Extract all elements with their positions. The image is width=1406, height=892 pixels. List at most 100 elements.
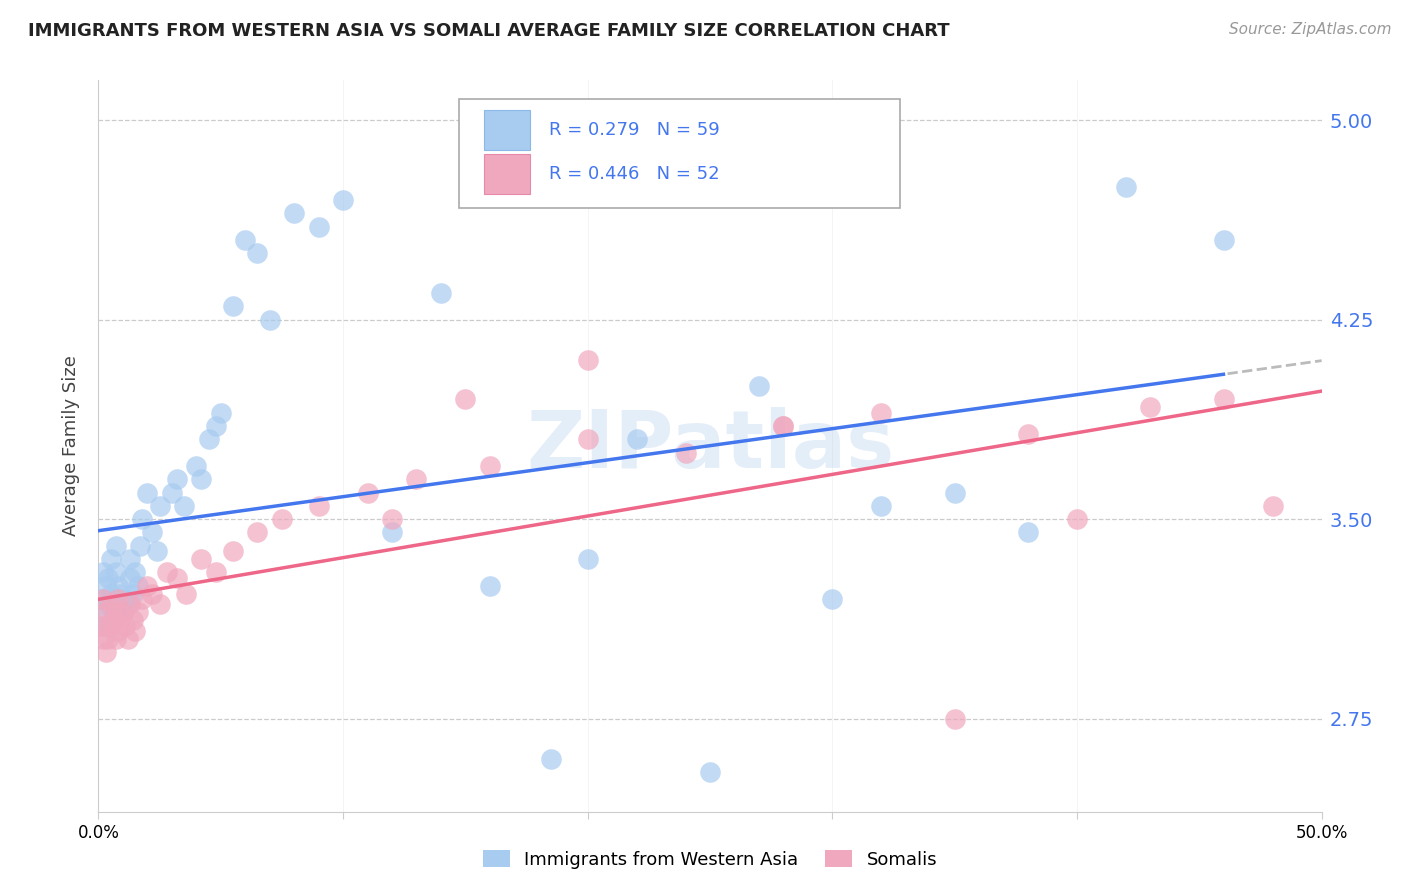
Point — [356, 485, 378, 500]
Point — [478, 458, 501, 473]
Point — [675, 445, 697, 459]
Point — [91, 605, 114, 619]
Point — [120, 571, 142, 585]
Point — [166, 472, 188, 486]
Point — [772, 419, 794, 434]
Point — [222, 299, 245, 313]
Point — [176, 586, 198, 600]
Point — [430, 286, 453, 301]
Point — [117, 597, 139, 611]
Point — [94, 579, 117, 593]
Point — [626, 433, 648, 447]
Point — [97, 597, 120, 611]
Point — [1115, 179, 1137, 194]
Point — [114, 618, 136, 632]
Point — [121, 613, 143, 627]
Point — [699, 764, 721, 779]
Point — [186, 458, 208, 473]
Point — [205, 566, 228, 580]
Point — [146, 544, 169, 558]
Point — [1017, 525, 1039, 540]
Point — [270, 512, 294, 526]
Point — [149, 499, 172, 513]
Point — [111, 605, 134, 619]
Point — [381, 525, 404, 540]
Point — [222, 544, 245, 558]
Point — [90, 618, 112, 632]
Point — [107, 591, 129, 606]
Point — [136, 579, 159, 593]
Point — [576, 552, 599, 566]
Point — [190, 472, 212, 486]
Point — [748, 379, 770, 393]
Point — [117, 632, 139, 646]
Point — [121, 586, 143, 600]
Text: R = 0.279   N = 59: R = 0.279 N = 59 — [548, 121, 720, 139]
Point — [94, 645, 117, 659]
Point — [166, 571, 188, 585]
Text: IMMIGRANTS FROM WESTERN ASIA VS SOMALI AVERAGE FAMILY SIZE CORRELATION CHART: IMMIGRANTS FROM WESTERN ASIA VS SOMALI A… — [28, 22, 949, 40]
Point — [197, 433, 219, 447]
Point — [1261, 499, 1284, 513]
Point — [478, 579, 501, 593]
Point — [870, 406, 893, 420]
Point — [283, 206, 305, 220]
Point — [107, 579, 129, 593]
Point — [91, 566, 114, 580]
Point — [308, 499, 330, 513]
Point — [107, 597, 129, 611]
Point — [332, 193, 354, 207]
Point — [100, 586, 122, 600]
Point — [540, 751, 562, 765]
Point — [381, 512, 404, 526]
Point — [104, 605, 127, 619]
Legend: Immigrants from Western Asia, Somalis: Immigrants from Western Asia, Somalis — [475, 843, 945, 876]
Point — [233, 233, 256, 247]
Point — [129, 539, 152, 553]
Point — [131, 512, 153, 526]
Point — [91, 632, 114, 646]
Point — [1212, 233, 1234, 247]
Point — [104, 632, 127, 646]
Point — [821, 591, 844, 606]
Point — [870, 499, 893, 513]
Point — [576, 433, 599, 447]
Point — [94, 605, 117, 619]
Point — [131, 591, 153, 606]
FancyBboxPatch shape — [484, 153, 530, 194]
Point — [90, 591, 112, 606]
Point — [94, 618, 117, 632]
Point — [100, 552, 122, 566]
Point — [173, 499, 195, 513]
Point — [104, 566, 127, 580]
Point — [91, 591, 114, 606]
Text: Source: ZipAtlas.com: Source: ZipAtlas.com — [1229, 22, 1392, 37]
Point — [246, 525, 269, 540]
Point — [100, 618, 122, 632]
Point — [101, 591, 124, 606]
Point — [209, 406, 232, 420]
Point — [141, 525, 163, 540]
Point — [97, 632, 120, 646]
Point — [454, 392, 477, 407]
Point — [127, 579, 149, 593]
Point — [136, 485, 159, 500]
Point — [576, 352, 599, 367]
Y-axis label: Average Family Size: Average Family Size — [62, 356, 80, 536]
Point — [124, 624, 146, 638]
Point — [141, 586, 163, 600]
Point — [111, 605, 134, 619]
Point — [114, 591, 136, 606]
Text: ZIPatlas: ZIPatlas — [526, 407, 894, 485]
Point — [97, 618, 120, 632]
Point — [259, 312, 281, 326]
Point — [1139, 401, 1161, 415]
Point — [110, 586, 132, 600]
Point — [1017, 427, 1039, 442]
Point — [101, 605, 124, 619]
Point — [190, 552, 212, 566]
Point — [772, 419, 794, 434]
Point — [120, 552, 142, 566]
Point — [405, 472, 427, 486]
Point — [308, 219, 330, 234]
